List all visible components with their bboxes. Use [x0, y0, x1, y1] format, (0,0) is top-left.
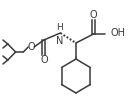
Text: O: O	[40, 55, 48, 65]
Text: N: N	[56, 36, 63, 46]
Text: OH: OH	[110, 28, 125, 38]
Text: O: O	[27, 42, 35, 52]
Text: H: H	[56, 23, 63, 32]
Text: O: O	[90, 10, 97, 20]
